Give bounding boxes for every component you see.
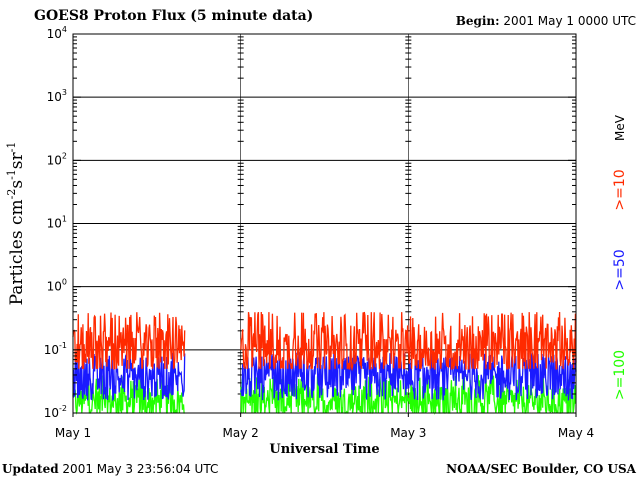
credit: NOAA/SEC Boulder, CO USA <box>446 462 636 476</box>
legend-units: MeV <box>613 114 627 141</box>
x-tick-label: May 4 <box>558 426 594 440</box>
y-tick-label: 100 <box>47 278 67 294</box>
y-tick-label: 104 <box>47 25 67 41</box>
series-group <box>72 311 577 415</box>
series-line <box>72 311 577 372</box>
y-tick-label: 101 <box>47 215 67 231</box>
y-tick-label: 102 <box>47 151 67 167</box>
legend: MeV >=10 >=50 >=100 <box>612 114 628 400</box>
begin-time: Begin: 2001 May 1 0000 UTC <box>456 14 636 28</box>
x-axis-title: Universal Time <box>269 442 379 457</box>
y-tick-label: 10-2 <box>44 404 67 420</box>
x-axis: May 1 May 2 May 3 May 4 <box>55 413 594 440</box>
legend-entry: >=100 <box>612 350 628 400</box>
begin-value: 2001 May 1 0000 UTC <box>503 14 636 28</box>
y-tick-label: 10-1 <box>44 341 67 357</box>
x-tick-label: May 1 <box>55 426 91 440</box>
y-tick-label: 103 <box>47 88 67 104</box>
series-line <box>72 351 577 402</box>
updated-label: Updated <box>2 462 59 476</box>
legend-entry: >=50 <box>612 249 628 290</box>
updated-stamp: Updated 2001 May 3 23:56:04 UTC <box>2 462 218 476</box>
begin-label: Begin: <box>455 14 500 28</box>
y-axis-title-text: Particles cm-2s-1sr-1 <box>5 142 27 306</box>
y-axis-title: Particles cm-2s-1sr-1 <box>5 142 27 306</box>
x-tick-label: May 2 <box>223 426 259 440</box>
legend-entry: >=10 <box>612 169 628 210</box>
y-axis: 10-2 10-1 100 101 102 103 104 <box>44 25 576 420</box>
updated-value: 2001 May 3 23:56:04 UTC <box>62 462 219 476</box>
chart-title: GOES8 Proton Flux (5 minute data) <box>34 8 314 24</box>
x-tick-label: May 3 <box>390 426 426 440</box>
